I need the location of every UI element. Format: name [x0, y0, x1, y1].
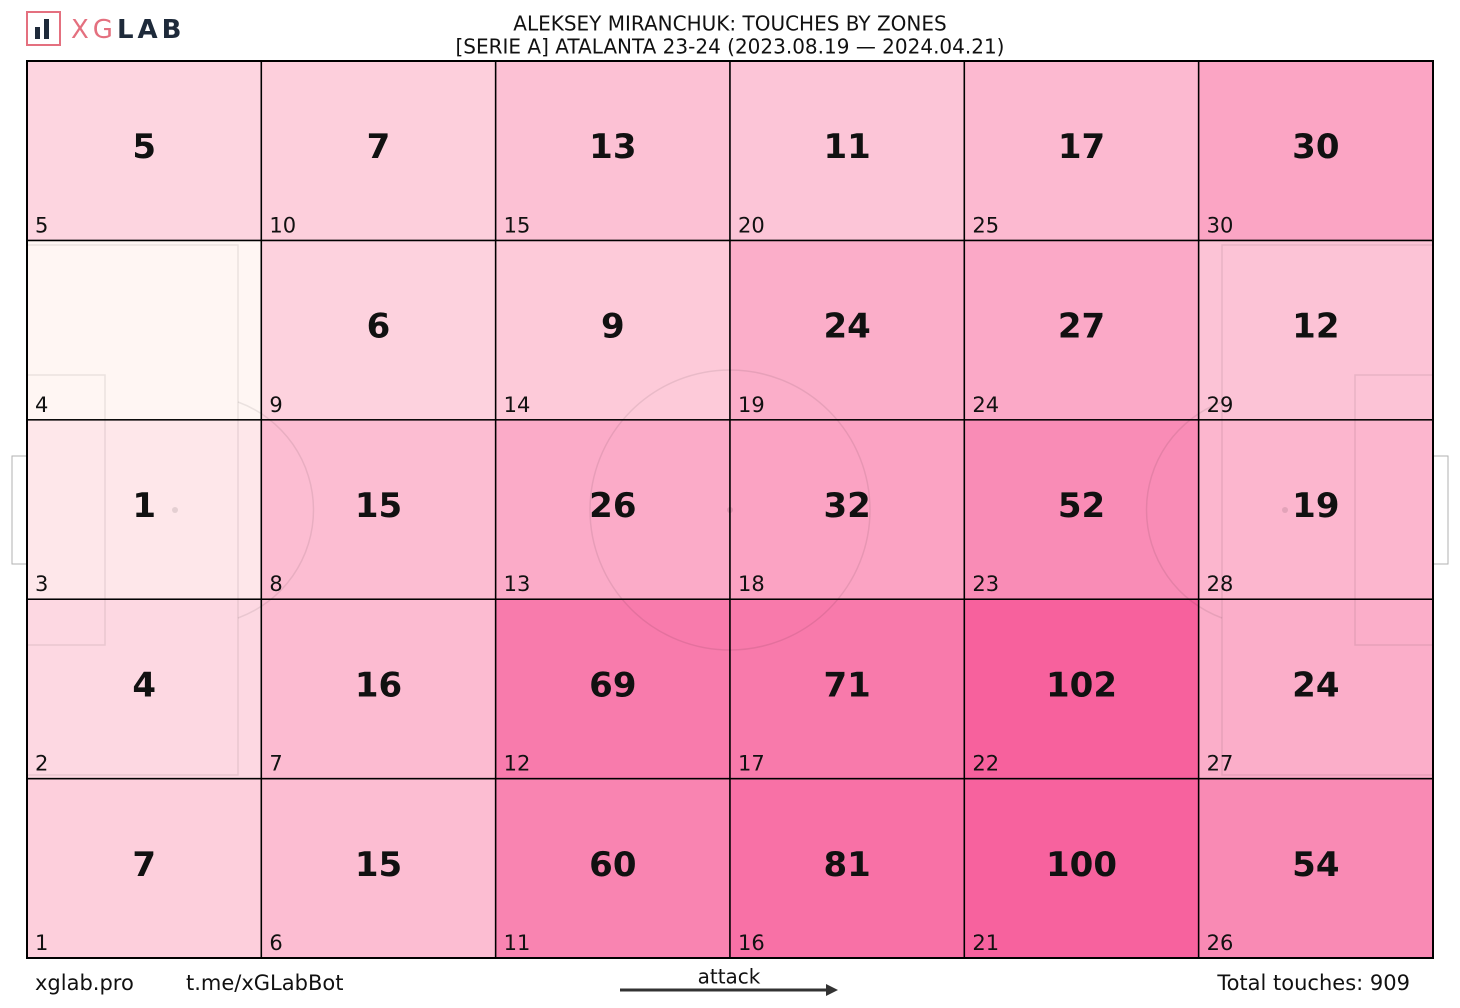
logo-text: XGLAB — [71, 15, 185, 45]
zone-value: 81 — [824, 845, 871, 885]
zone-id: 7 — [269, 752, 282, 776]
zone-value: 15 — [355, 486, 402, 526]
logo-box — [26, 11, 61, 46]
zone — [1197, 419, 1434, 600]
footer-site: xglab.pro — [35, 971, 134, 995]
zone-value: 69 — [589, 665, 636, 705]
pitch-border — [26, 60, 1434, 959]
zone-id: 14 — [504, 393, 531, 417]
zone — [1197, 239, 1434, 421]
zone-value: 5 — [132, 127, 156, 167]
zone-value: 13 — [589, 127, 636, 167]
zone-id: 25 — [972, 213, 999, 237]
zone — [494, 598, 731, 780]
zone — [1197, 777, 1434, 959]
zone-value: 52 — [1058, 486, 1105, 526]
direction-label: attack — [698, 965, 761, 989]
zone-id: 23 — [972, 572, 999, 596]
zone-value: 24 — [824, 307, 871, 347]
zone-id: 3 — [35, 572, 48, 596]
zone-id: 12 — [504, 752, 531, 776]
zone-value: 19 — [1292, 486, 1339, 526]
zone-id: 27 — [1207, 752, 1234, 776]
zone-value: 54 — [1292, 845, 1339, 885]
zone-id: 15 — [504, 213, 531, 237]
zone-value: 4 — [132, 665, 156, 705]
zone-id: 16 — [738, 931, 765, 955]
zone — [260, 598, 497, 780]
footer-total: Total touches: 909 — [1216, 971, 1410, 995]
zone — [494, 60, 731, 242]
zone-id: 19 — [738, 393, 765, 417]
zone-id: 21 — [972, 931, 999, 955]
zone — [494, 777, 731, 959]
zone-id: 22 — [972, 752, 999, 776]
zone-value: 7 — [367, 127, 391, 167]
logo-bar — [35, 27, 40, 39]
zone — [729, 419, 966, 600]
zone — [260, 239, 497, 421]
zone-id: 1 — [35, 931, 48, 955]
zone-id: 6 — [269, 931, 282, 955]
zone — [963, 598, 1200, 780]
zone — [26, 419, 263, 600]
zone-id: 26 — [1207, 931, 1234, 955]
zone-value: 27 — [1058, 307, 1105, 347]
zone-value: 102 — [1046, 665, 1117, 705]
zone — [494, 239, 731, 421]
zone — [1197, 60, 1434, 242]
zone-value: 7 — [132, 845, 156, 885]
logo-bar — [44, 19, 49, 39]
zone — [729, 777, 966, 959]
zone-value: 17 — [1058, 127, 1105, 167]
zone-value: 24 — [1292, 665, 1339, 705]
zone — [26, 777, 263, 959]
chart-subtitle: [SERIE A] ATALANTA 23-24 (2023.08.19 — 2… — [455, 35, 1004, 59]
zone-id: 2 — [35, 752, 48, 776]
zone-value: 11 — [824, 127, 871, 167]
zone-value: 32 — [824, 486, 871, 526]
zone-id: 5 — [35, 213, 48, 237]
zone-value: 60 — [589, 845, 636, 885]
zone — [729, 598, 966, 780]
zone — [729, 239, 966, 421]
zone-id: 28 — [1207, 572, 1234, 596]
zone-id: 11 — [504, 931, 531, 955]
zone-value: 16 — [355, 665, 402, 705]
zone — [963, 419, 1200, 600]
zone-value: 100 — [1046, 845, 1117, 885]
zone-id: 29 — [1207, 393, 1234, 417]
zones: 7142134551561671586971060116912261391413… — [26, 60, 1434, 959]
zone-id: 9 — [269, 393, 282, 417]
zone-value: 12 — [1292, 307, 1339, 347]
zone-value: 1 — [132, 486, 156, 526]
zone — [260, 60, 497, 242]
zone — [26, 239, 263, 421]
zone-id: 24 — [972, 393, 999, 417]
zone-id: 17 — [738, 752, 765, 776]
zone-value: 9 — [601, 307, 625, 347]
zone — [260, 419, 497, 600]
zone-id: 30 — [1207, 213, 1234, 237]
zone — [260, 777, 497, 959]
zone-value: 15 — [355, 845, 402, 885]
zone-value: 26 — [589, 486, 636, 526]
footer-bot: t.me/xGLabBot — [186, 971, 343, 995]
chart-title: ALEKSEY MIRANCHUK: TOUCHES BY ZONES — [513, 12, 946, 36]
zone-id: 20 — [738, 213, 765, 237]
zone-value: 6 — [367, 307, 391, 347]
zone — [494, 419, 731, 600]
zone-id: 8 — [269, 572, 282, 596]
direction-arrowhead — [826, 984, 838, 996]
zone-value: 71 — [824, 665, 871, 705]
zone — [26, 60, 263, 242]
zone-id: 4 — [35, 393, 48, 417]
zone-id: 13 — [504, 572, 531, 596]
zone-value: 30 — [1292, 127, 1339, 167]
zone-id: 10 — [269, 213, 296, 237]
zone-id: 18 — [738, 572, 765, 596]
